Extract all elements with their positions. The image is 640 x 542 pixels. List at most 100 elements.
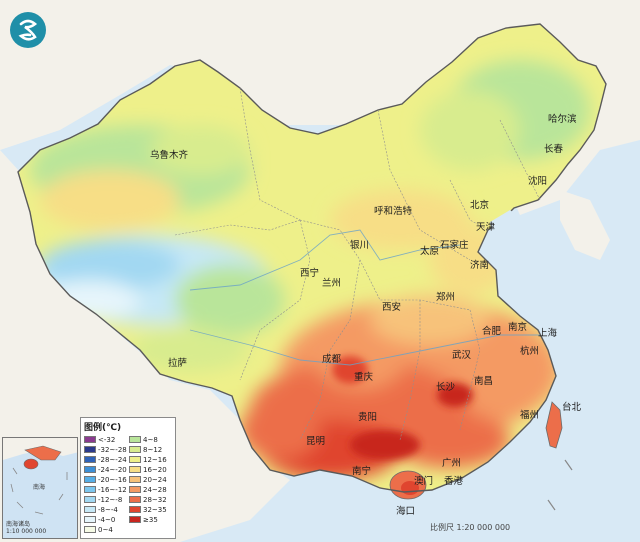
legend-label: -24~-20	[98, 465, 127, 474]
city-label-shanghai: 上海	[538, 328, 558, 339]
city-label-nanchang: 南昌	[474, 376, 494, 387]
legend-item: -32~-28	[84, 445, 127, 454]
legend-label: 4~8	[143, 435, 158, 444]
legend-label: 8~12	[143, 445, 163, 454]
city-label-haikou: 海口	[396, 506, 416, 517]
city-label-harbin: 哈尔滨	[548, 114, 577, 125]
city-label-jinan: 济南	[470, 260, 490, 271]
city-label-guangzhou: 广州	[442, 458, 462, 469]
scale-text: 比例尺 1:20 000 000	[430, 523, 511, 532]
legend-swatch	[129, 486, 141, 493]
city-label-taipei: 台北	[562, 402, 582, 413]
legend-item: 20~24	[129, 475, 172, 484]
legend-label: 28~32	[143, 495, 167, 504]
legend-label: 32~35	[143, 505, 167, 514]
inset-label-nanhai: 南海	[33, 484, 46, 491]
city-label-chengdu: 成都	[322, 354, 342, 365]
city-label-kunming: 昆明	[306, 436, 326, 447]
legend-item: -8~-4	[84, 505, 127, 514]
legend-item: 32~35	[129, 505, 172, 514]
city-label-nanning: 南宁	[352, 466, 372, 477]
legend-item: -24~-20	[84, 465, 127, 474]
legend-item: -28~-24	[84, 455, 127, 464]
city-label-xining: 西宁	[300, 268, 320, 279]
city-label-shijiazhuang: 石家庄	[440, 240, 469, 251]
legend-swatch	[84, 526, 96, 533]
legend-label: -32~-28	[98, 445, 127, 454]
legend-item: ≥35	[129, 515, 172, 524]
legend-swatch	[129, 466, 141, 473]
city-label-zhengzhou: 郑州	[436, 292, 456, 303]
inset-map	[3, 438, 77, 515]
south-china-sea-inset: 南海 南海诸岛 1:10 000 000	[2, 437, 78, 539]
legend-swatch	[84, 486, 96, 493]
city-label-nanjing: 南京	[508, 322, 528, 333]
legend-label: 16~20	[143, 465, 167, 474]
legend-label: -28~-24	[98, 455, 127, 464]
city-label-chongqing: 重庆	[354, 372, 374, 383]
city-label-wuhan: 武汉	[452, 350, 472, 361]
legend-swatch	[129, 516, 141, 523]
city-label-hohhot: 呼和浩特	[374, 206, 413, 217]
legend-swatch	[84, 466, 96, 473]
legend-item: 8~12	[129, 445, 172, 454]
legend-label: 12~16	[143, 455, 167, 464]
legend-swatch	[84, 516, 96, 523]
legend-title: 图例(℃)	[84, 423, 122, 433]
legend-swatch	[129, 456, 141, 463]
legend-label: 20~24	[143, 475, 167, 484]
legend-swatch	[84, 496, 96, 503]
city-label-hongkong: 香港	[444, 476, 464, 487]
city-label-hefei: 合肥	[482, 326, 502, 337]
legend-grid: <-32 4~8 -32~-28 8~12 -28~-24 12~16 -24~-20 16~…	[84, 435, 172, 534]
inset-note-title: 南海诸岛	[6, 521, 31, 528]
legend-swatch	[129, 476, 141, 483]
legend-item: 0~4	[84, 525, 127, 534]
legend-label: 0~4	[98, 525, 113, 534]
legend-swatch	[84, 446, 96, 453]
city-label-taiyuan: 太原	[420, 246, 440, 257]
city-label-lanzhou: 兰州	[322, 278, 342, 289]
city-label-xian: 西安	[382, 302, 402, 313]
legend-item: 24~28	[129, 485, 172, 494]
legend-item: -16~-12	[84, 485, 127, 494]
legend-item: -4~0	[84, 515, 127, 524]
city-label-hangzhou: 杭州	[520, 346, 540, 357]
legend-label: <-32	[98, 435, 116, 444]
legend-swatch	[129, 496, 141, 503]
legend-item: 4~8	[129, 435, 172, 444]
city-label-guiyang: 贵阳	[358, 412, 378, 423]
legend-swatch	[84, 506, 96, 513]
meteorological-logo-icon	[10, 12, 46, 48]
city-label-tianjin: 天津	[476, 222, 496, 233]
legend-label: -16~-12	[98, 485, 127, 494]
legend: 图例(℃) <-32 4~8 -32~-28 8~12 -28~-24 12~16 -24~…	[80, 417, 176, 539]
legend-label: ≥35	[143, 515, 158, 524]
city-label-shenyang: 沈阳	[528, 176, 548, 187]
legend-item: 12~16	[129, 455, 172, 464]
legend-swatch	[129, 446, 141, 453]
legend-swatch	[84, 436, 96, 443]
city-label-yinchuan: 银川	[350, 240, 370, 251]
legend-item: <-32	[84, 435, 127, 444]
legend-swatch	[84, 476, 96, 483]
legend-label: -8~-4	[98, 505, 118, 514]
legend-item: -20~-16	[84, 475, 127, 484]
inset-note-scale: 1:10 000 000	[6, 528, 47, 535]
legend-item: 16~20	[129, 465, 172, 474]
city-label-lhasa: 拉萨	[168, 358, 188, 369]
city-label-beijing: 北京	[470, 200, 490, 211]
legend-label: -20~-16	[98, 475, 127, 484]
legend-swatch	[129, 506, 141, 513]
city-label-urumqi: 乌鲁木齐	[150, 150, 189, 161]
legend-label: -12~-8	[98, 495, 123, 504]
legend-swatch	[129, 436, 141, 443]
legend-label: -4~0	[98, 515, 116, 524]
city-label-macau: 澳门	[414, 476, 434, 487]
city-label-changchun: 长春	[544, 144, 564, 155]
city-label-fuzhou: 福州	[520, 410, 540, 421]
legend-label: 24~28	[143, 485, 167, 494]
inset-note: 南海诸岛 1:10 000 000	[6, 521, 46, 535]
